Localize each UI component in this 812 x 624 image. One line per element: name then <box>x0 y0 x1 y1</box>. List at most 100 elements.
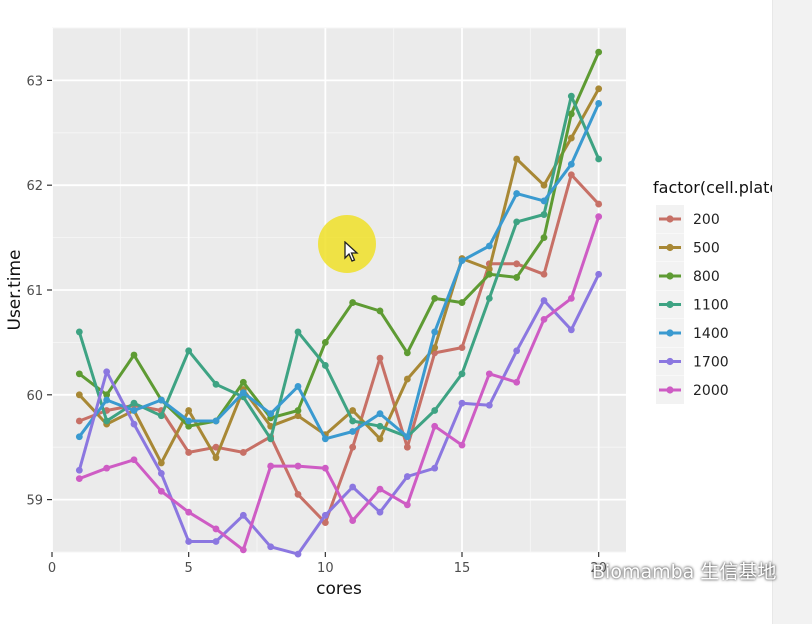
data-point-1400 <box>267 410 275 418</box>
data-point-1400 <box>239 389 247 397</box>
x-tick-label: 10 <box>317 561 334 576</box>
data-point-1100 <box>294 328 302 336</box>
data-point-200 <box>294 490 302 498</box>
data-point-500 <box>431 344 439 352</box>
data-point-1700 <box>431 464 439 472</box>
data-point-1700 <box>185 538 193 545</box>
series-line-200 <box>77 173 601 525</box>
data-point-2000 <box>349 517 357 524</box>
x-tick-label: 15 <box>454 561 471 576</box>
data-point-1100 <box>376 422 384 430</box>
data-point-500 <box>403 375 411 383</box>
data-point-2000 <box>267 462 275 470</box>
data-point-1100 <box>321 362 329 369</box>
data-point-200 <box>595 200 603 208</box>
data-point-500 <box>513 155 521 163</box>
data-point-1100 <box>567 92 575 100</box>
data-point-2000 <box>513 378 521 386</box>
series-line-500 <box>77 87 601 465</box>
data-point-1100 <box>103 417 111 425</box>
data-point-1400 <box>403 433 411 441</box>
data-point-1100 <box>458 370 466 378</box>
data-point-500 <box>595 85 603 93</box>
data-point-200 <box>513 260 521 268</box>
series-line-2000 <box>77 215 601 552</box>
data-point-1700 <box>485 401 493 409</box>
data-point-1400 <box>376 410 384 418</box>
legend-label-2000: 2000 <box>693 383 729 399</box>
data-point-2000 <box>157 487 165 495</box>
data-point-1100 <box>130 399 138 407</box>
data-point-2000 <box>130 456 138 464</box>
legend-key-point-800 <box>666 272 674 280</box>
y-tick-label: 63 <box>26 74 43 89</box>
data-point-800 <box>567 110 575 118</box>
data-point-1100 <box>540 211 548 218</box>
data-point-2000 <box>103 464 111 472</box>
data-point-2000 <box>185 508 193 516</box>
data-point-1400 <box>458 257 466 265</box>
data-point-1700 <box>513 347 521 355</box>
legend-key-point-1700 <box>666 357 674 366</box>
legend-label-1100: 1100 <box>693 298 729 314</box>
data-point-800 <box>376 307 384 315</box>
data-point-1100 <box>485 294 493 302</box>
data-point-1700 <box>75 466 83 474</box>
data-point-800 <box>130 351 138 359</box>
data-point-800 <box>458 299 466 306</box>
watermark: Biomamba 生信基地 <box>562 557 776 584</box>
data-point-2000 <box>595 213 603 221</box>
data-point-1700 <box>294 550 302 558</box>
data-point-1700 <box>239 511 247 519</box>
data-point-2000 <box>540 315 548 323</box>
data-point-500 <box>349 407 357 414</box>
data-point-1400 <box>595 100 603 107</box>
data-point-800 <box>403 349 411 357</box>
legend-key-point-500 <box>666 243 674 252</box>
data-point-500 <box>540 181 548 189</box>
data-point-2000 <box>212 525 220 533</box>
legend-key-point-200 <box>666 215 674 223</box>
data-point-800 <box>513 274 521 281</box>
data-point-200 <box>540 270 548 278</box>
x-tick-label: 0 <box>48 561 56 576</box>
data-point-1100 <box>185 347 193 355</box>
series-line-1400 <box>77 102 601 441</box>
data-point-1700 <box>349 483 357 491</box>
y-axis-title: User.time <box>5 250 25 331</box>
data-point-1100 <box>513 218 521 226</box>
data-point-1700 <box>103 368 111 376</box>
data-point-200 <box>376 354 384 362</box>
legend-label-1700: 1700 <box>693 355 729 371</box>
y-tick-label: 59 <box>26 494 43 509</box>
data-point-2000 <box>376 485 384 493</box>
data-point-500 <box>212 454 220 462</box>
data-point-200 <box>321 519 329 527</box>
x-axis-title: cores <box>316 579 362 599</box>
legend-key-point-1100 <box>666 300 674 309</box>
data-point-2000 <box>431 422 439 430</box>
wechat-icon <box>562 560 588 580</box>
data-point-1400 <box>431 328 439 336</box>
data-point-200 <box>185 449 193 456</box>
data-point-800 <box>185 422 193 430</box>
x-tick-label: 5 <box>185 561 193 576</box>
data-point-500 <box>157 459 165 467</box>
data-point-800 <box>103 391 111 399</box>
y-tick-label: 60 <box>26 389 43 404</box>
data-point-800 <box>485 270 493 278</box>
data-point-1700 <box>130 420 138 428</box>
data-point-1100 <box>212 380 220 388</box>
data-point-500 <box>376 435 384 443</box>
data-point-1400 <box>513 190 521 197</box>
data-point-1400 <box>540 197 548 205</box>
series-layer <box>75 48 603 558</box>
series-line-1700 <box>77 272 601 556</box>
legend-key-point-2000 <box>666 386 674 394</box>
data-point-1700 <box>567 326 575 334</box>
data-point-1400 <box>485 242 493 250</box>
data-point-1400 <box>185 417 193 425</box>
data-point-200 <box>403 443 411 451</box>
y-tick-label: 61 <box>26 284 43 299</box>
data-point-2000 <box>403 501 411 509</box>
